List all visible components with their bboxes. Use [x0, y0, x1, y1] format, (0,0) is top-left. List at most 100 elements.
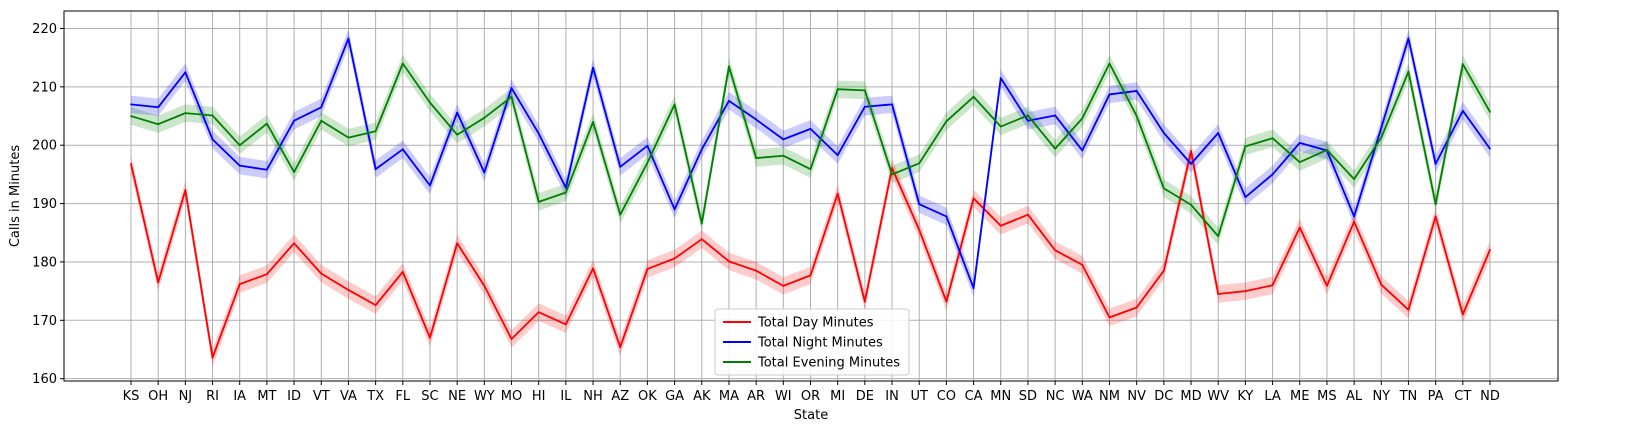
data-point [700, 148, 703, 151]
x-tick-label: WA [1072, 389, 1093, 404]
x-tick-label: MD [1180, 389, 1201, 404]
data-point [1190, 163, 1192, 165]
data-point [510, 87, 513, 89]
data-point [809, 127, 812, 130]
data-point [429, 184, 431, 187]
x-tick-label: LA [1264, 389, 1281, 404]
data-point [564, 191, 567, 194]
x-tick-label: CA [965, 389, 983, 404]
data-point [157, 106, 160, 109]
data-point [1298, 226, 1301, 229]
y-axis-ticks: 160 170 180 190 200 210 220 [32, 22, 64, 387]
data-point [266, 122, 268, 125]
data-point [401, 148, 404, 151]
data-point [1271, 137, 1274, 140]
data-point [1081, 149, 1084, 152]
x-tick-label: IA [233, 389, 246, 404]
data-point [809, 168, 812, 171]
data-point [266, 168, 268, 171]
data-point [1489, 147, 1491, 150]
legend-entry: Total Evening Minutes [757, 356, 900, 371]
x-tick-label: PA [1428, 389, 1444, 404]
x-tick-label: AZ [611, 389, 629, 404]
data-point [863, 300, 866, 303]
data-point [537, 200, 540, 203]
data-point [1271, 284, 1274, 287]
x-tick-label: KY [1237, 389, 1253, 404]
x-tick-label: OK [638, 389, 657, 404]
x-tick-label: RI [206, 389, 219, 404]
data-point [211, 114, 214, 117]
data-point [1461, 109, 1464, 112]
x-tick-label: AK [693, 389, 711, 404]
data-point [266, 273, 268, 276]
x-tick-label: NY [1372, 389, 1390, 404]
data-point [782, 138, 785, 141]
data-point [293, 119, 295, 122]
legend-entry: Total Night Minutes [757, 336, 883, 351]
data-point [1380, 126, 1383, 129]
data-point [1190, 203, 1192, 206]
y-tick-label: 180 [32, 255, 57, 270]
data-point [374, 130, 377, 133]
x-tick-label: WI [775, 389, 792, 404]
data-point [238, 283, 241, 286]
data-point [809, 274, 812, 277]
x-tick-label: OH [148, 389, 168, 404]
x-tick-label: HI [532, 389, 546, 404]
data-point [1135, 306, 1138, 309]
data-point [1434, 203, 1437, 206]
data-point [537, 311, 540, 314]
legend-box [714, 308, 910, 376]
data-point [592, 66, 594, 69]
x-axis-label: State [794, 408, 828, 423]
x-tick-label: ID [287, 389, 301, 404]
data-point [755, 118, 758, 121]
x-tick-label: MI [830, 389, 845, 404]
data-point [700, 222, 703, 225]
x-tick-label: ND [1480, 389, 1500, 404]
data-point [293, 242, 295, 245]
x-tick-label: FL [395, 389, 410, 404]
data-point [755, 269, 758, 272]
data-point [1244, 196, 1247, 199]
x-tick-label: SD [1019, 389, 1037, 404]
x-tick-label: ME [1290, 389, 1309, 404]
data-point [1461, 63, 1464, 66]
data-point [1027, 114, 1029, 117]
data-point [646, 161, 649, 164]
legend-entry: Total Day Minutes [757, 316, 874, 331]
data-point [401, 270, 404, 273]
data-point [1081, 263, 1084, 266]
data-point [429, 101, 431, 104]
x-tick-label: AR [747, 389, 765, 404]
data-point [456, 111, 459, 114]
data-point [564, 186, 567, 189]
data-point [157, 281, 160, 284]
x-tick-label: NC [1046, 389, 1065, 404]
data-point [1489, 248, 1491, 251]
data-point [1326, 284, 1328, 287]
data-point [130, 163, 132, 165]
data-point [728, 65, 730, 68]
data-point [1407, 70, 1410, 73]
data-point [782, 284, 785, 287]
legend: Total Day Minutes Total Night Minutes Tota… [714, 308, 910, 376]
x-tick-label: IL [560, 389, 572, 404]
data-point [1135, 115, 1138, 117]
data-point [1326, 149, 1328, 151]
data-point [918, 228, 921, 231]
data-point [918, 203, 921, 206]
x-tick-label: TX [366, 389, 384, 404]
data-point [1298, 141, 1301, 144]
data-point [1244, 145, 1247, 148]
data-point [891, 167, 893, 169]
data-point [1271, 173, 1274, 176]
x-tick-label: WY [474, 389, 495, 404]
data-point [293, 171, 295, 173]
series-lines [130, 37, 1491, 359]
data-point [429, 336, 431, 339]
data-point [320, 272, 323, 275]
y-tick-label: 170 [32, 314, 57, 329]
data-point [184, 71, 187, 74]
